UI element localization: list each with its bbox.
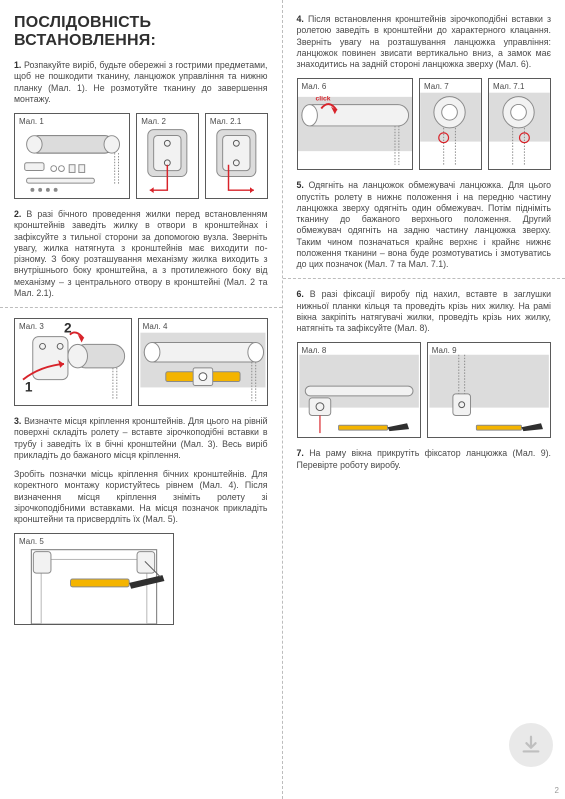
left-column: ПОСЛІДОВНІСТЬ ВСТАНОВЛЕННЯ: 1. Розпакуйт… [0,0,283,799]
step-7-num: 7. [297,448,304,458]
step-3b-text: Зробіть позначки місць кріплення бічних … [14,469,268,524]
figure-5-svg [15,534,173,624]
figure-3-svg: 1 2 [15,319,131,405]
figure-5-label: Мал. 5 [19,537,44,546]
fig-row-5: Мал. 8 Мал. 9 [297,342,552,438]
figure-6-label: Мал. 6 [302,82,327,91]
step-2: 2. В разі бічного проведення жилки перед… [14,209,268,299]
step-1: 1. Розпакуйте виріб, будьте обережні з г… [14,60,268,105]
step-1-text: Розпакуйте виріб, будьте обережні з гост… [14,60,268,104]
figure-6: Мал. 6 click [297,78,413,170]
figure-2-label: Мал. 2 [141,117,166,126]
figure-1-label: Мал. 1 [19,117,44,126]
step-6-num: 6. [297,289,304,299]
figure-1-svg [15,114,129,198]
step-7-text: На раму вікна прикрутіть фіксатор ланцюж… [297,448,552,469]
figure-7-svg [420,79,481,169]
svg-text:click: click [315,96,330,103]
step-2-text: В разі бічного проведення жилки перед вс… [14,209,268,298]
figure-9: Мал. 9 [427,342,551,438]
step-3b: Зробіть позначки місць кріплення бічних … [14,469,268,525]
figure-2: Мал. 2 [136,113,199,199]
figure-7: Мал. 7 [419,78,482,170]
step-4-num: 4. [297,14,304,24]
fig-row-4: Мал. 6 click Мал. 7 [297,78,552,170]
fig-row-3: Мал. 5 [14,533,268,625]
step-5-num: 5. [297,180,304,190]
figure-2-svg [137,114,198,198]
figure-6-svg: click [298,79,412,169]
figure-7-1-svg [489,79,550,169]
step-4: 4. Після встановлення кронштейнів зірочк… [297,14,552,70]
fig-row-2: Мал. 3 1 2 Мал. 4 [14,318,268,406]
figure-1: Мал. 1 [14,113,130,199]
page: ПОСЛІДОВНІСТЬ ВСТАНОВЛЕННЯ: 1. Розпакуйт… [0,0,565,799]
step-5: 5. Одягніть на ланцюжок обмежувачі ланцю… [297,180,552,270]
figure-8-svg [298,343,420,437]
figure-7-1: Мал. 7.1 [488,78,551,170]
watermark-icon [509,723,553,767]
fig-row-1: Мал. 1 [14,113,268,199]
figure-2-1-svg [206,114,267,198]
figure-4-svg [139,319,267,405]
separator-right-1 [283,278,565,279]
figure-7-label: Мал. 7 [424,82,449,91]
separator-left-1 [0,307,282,308]
main-title: ПОСЛІДОВНІСТЬ ВСТАНОВЛЕННЯ: [14,14,268,50]
step-1-num: 1. [14,60,21,70]
step-6-text: В разі фіксації виробу під нахил, вставт… [297,289,552,333]
figure-9-label: Мал. 9 [432,346,457,355]
figure-4-label: Мал. 4 [143,322,168,331]
figure-2-1-label: Мал. 2.1 [210,117,241,126]
step-2-num: 2. [14,209,21,219]
step-7: 7. На раму вікна прикрутіть фіксатор лан… [297,448,552,471]
svg-text:2: 2 [64,321,72,336]
step-5-text: Одягніть на ланцюжок обмежувачі ланцюжка… [297,180,552,269]
figure-9-svg [428,343,550,437]
figure-7-1-label: Мал. 7.1 [493,82,524,91]
step-3: 3. Визначте місця кріплення кронштейнів.… [14,416,268,461]
figure-3: Мал. 3 1 2 [14,318,132,406]
step-4-text: Після встановлення кронштейнів зірочкопо… [297,14,552,69]
figure-5: Мал. 5 [14,533,174,625]
step-3-num: 3. [14,416,21,426]
step-6: 6. В разі фіксації виробу під нахил, вст… [297,289,552,334]
figure-8: Мал. 8 [297,342,421,438]
figure-8-label: Мал. 8 [302,346,327,355]
figure-3-label: Мал. 3 [19,322,44,331]
svg-text:1: 1 [25,379,33,394]
step-3-text: Визначте місця кріплення кронштейнів. Дл… [14,416,268,460]
right-column: 4. Після встановлення кронштейнів зірочк… [283,0,565,799]
figure-4: Мал. 4 [138,318,268,406]
page-number: 2 [555,786,559,795]
figure-2-1: Мал. 2.1 [205,113,268,199]
